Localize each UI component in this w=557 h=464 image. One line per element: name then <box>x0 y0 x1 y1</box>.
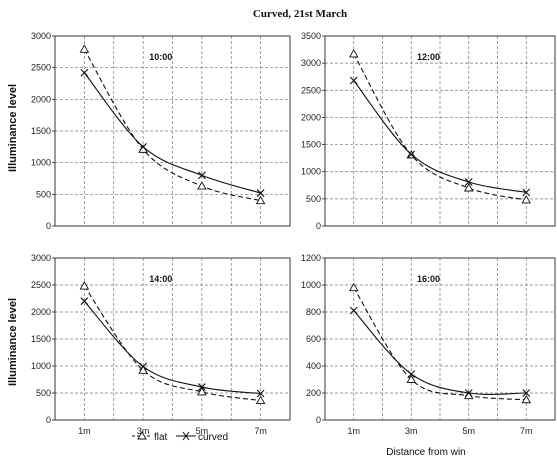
data-point-flat <box>348 49 359 58</box>
data-point-curved <box>407 150 416 159</box>
data-point-curved <box>522 188 531 197</box>
panel-time-label: 12:00 <box>417 52 440 62</box>
data-point-curved <box>349 306 358 315</box>
series-line-flat <box>353 53 527 201</box>
y-tick-label: 3000 <box>301 58 321 68</box>
y-tick-label: 500 <box>36 189 51 199</box>
legend-label-flat: flat <box>154 432 168 443</box>
data-point-flat <box>138 365 148 374</box>
y-tick-label: 2500 <box>301 85 321 95</box>
data-point-curved <box>464 178 473 186</box>
data-point-flat <box>255 395 266 405</box>
panel-time-label: 10:00 <box>149 52 172 62</box>
x-tick-label: 3m <box>405 426 418 436</box>
x-tick-label: 7m <box>520 426 533 436</box>
data-point-curved <box>80 68 89 77</box>
data-point-curved <box>464 389 473 397</box>
data-point-curved <box>139 142 148 151</box>
y-tick-label: 3000 <box>31 31 51 41</box>
y-tick-label: 500 <box>306 194 321 204</box>
ylabel-top: Illuminance level <box>7 84 19 172</box>
data-point-flat <box>197 181 207 190</box>
y-tick-label: 2000 <box>31 307 51 317</box>
data-point-flat <box>348 282 359 292</box>
y-tick-label: 1200 <box>301 253 321 263</box>
ylabel-bottom: Illuminance level <box>7 298 19 386</box>
data-point-flat <box>79 281 90 290</box>
x-tick-label: 7m <box>254 426 267 436</box>
y-tick-label: 600 <box>306 334 321 344</box>
series-line-flat <box>83 285 261 402</box>
data-point-flat <box>521 195 532 204</box>
y-tick-label: 1000 <box>301 280 321 290</box>
data-point-curved <box>139 362 148 371</box>
x-tick-label: 5m <box>196 426 209 436</box>
figure-title: Curved, 21st March <box>253 8 347 20</box>
y-tick-label: 0 <box>46 221 51 231</box>
y-tick-label: 1500 <box>301 140 321 150</box>
y-tick-label: 0 <box>316 415 321 425</box>
data-point-curved <box>256 389 265 398</box>
data-point-curved <box>522 389 531 397</box>
y-tick-label: 400 <box>306 361 321 371</box>
y-tick-label: 1000 <box>31 361 51 371</box>
legend-label-curved: curved <box>198 432 228 443</box>
x-tick-label: 1m <box>347 426 360 436</box>
y-tick-label: 800 <box>306 307 321 317</box>
series-line-curved <box>83 300 261 395</box>
xlabel-distance: Distance from win <box>386 447 465 458</box>
data-point-flat <box>255 195 266 205</box>
y-tick-label: 1500 <box>31 334 51 344</box>
x-tick-label: 3m <box>137 426 150 436</box>
data-point-curved <box>197 383 206 391</box>
data-point-curved <box>407 370 416 378</box>
x-tick-label: 5m <box>462 426 475 436</box>
data-point-curved <box>80 297 89 306</box>
legend-triangle-icon <box>137 431 147 440</box>
series-line-flat <box>83 49 261 202</box>
data-point-flat <box>406 374 417 383</box>
series-line-curved <box>353 80 527 193</box>
chart-panel-2: 0 500 1000 1500 2000 2500 3000 1m 3m 5m 7m 14:00 <box>31 253 291 436</box>
y-tick-label: 0 <box>46 415 51 425</box>
y-tick-label: 2000 <box>31 94 51 104</box>
legend-item-flat: flat <box>132 431 168 443</box>
data-point-flat <box>521 394 532 404</box>
data-point-curved <box>349 76 358 85</box>
y-tick-label: 2000 <box>301 112 321 122</box>
y-tick-label: 3500 <box>301 31 321 41</box>
legend: flat curved <box>132 431 228 443</box>
chart-panel-1: 0 500 1000 1500 2000 2500 3000 3500 12:00 <box>301 31 556 231</box>
data-point-flat <box>79 44 90 53</box>
charts-group: 05001000150020002500300010:0005001000150… <box>31 31 556 436</box>
y-tick-label: 200 <box>306 388 321 398</box>
chart-panel-3: 0 200 400 600 800 1000 1200 1m 3m 5m 7m 16:00 <box>301 253 556 436</box>
series-line-curved <box>353 310 527 395</box>
plot-frame <box>324 35 556 227</box>
y-tick-label: 1500 <box>31 126 51 136</box>
y-tick-label: 0 <box>316 221 321 231</box>
y-tick-label: 2500 <box>31 63 51 73</box>
x-tick-label: 1m <box>78 426 91 436</box>
data-point-flat <box>197 387 207 396</box>
y-tick-label: 1000 <box>301 167 321 177</box>
panel-time-label: 16:00 <box>417 274 440 284</box>
series-line-curved <box>83 72 261 194</box>
legend-x-icon <box>182 431 190 441</box>
data-point-curved <box>256 189 265 197</box>
y-tick-label: 1000 <box>31 158 51 168</box>
series-line-flat <box>353 287 527 401</box>
y-tick-label: 3000 <box>31 253 51 263</box>
chart-panel-0: 0 500 1000 1500 2000 2500 3000 10:00 <box>31 31 291 231</box>
y-tick-label: 500 <box>36 388 51 398</box>
legend-item-curved: curved <box>176 431 228 443</box>
y-tick-label: 2500 <box>31 280 51 290</box>
data-point-curved <box>197 171 206 180</box>
data-point-flat <box>463 183 474 192</box>
panel-time-label: 14:00 <box>149 274 172 284</box>
